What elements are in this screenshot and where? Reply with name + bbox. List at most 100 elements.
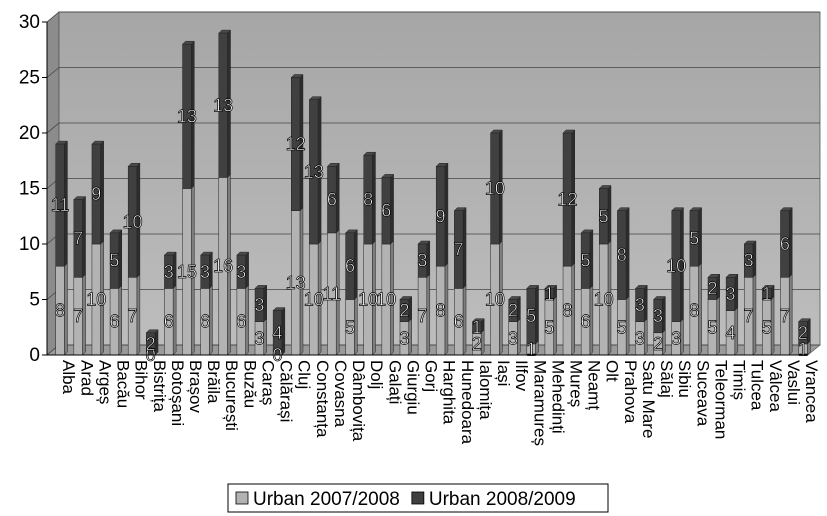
x-tick-label: Teleorman — [711, 360, 730, 439]
legend-swatch — [411, 491, 425, 505]
data-label: 16 — [213, 256, 233, 276]
data-label: 9 — [436, 206, 446, 226]
data-label: 12 — [557, 190, 577, 210]
x-tick-label: Caraș — [258, 360, 277, 405]
bar-segment-urban-2008-2009 — [707, 273, 721, 301]
data-label: 2 — [707, 278, 717, 298]
data-label: 6 — [454, 312, 464, 332]
y-tick-label: 5 — [29, 290, 40, 311]
bar-segment-urban-2008-2009 — [562, 129, 576, 267]
data-label: 3 — [200, 262, 210, 282]
x-tick-label: Satu Mare — [639, 360, 658, 438]
data-label: 5 — [689, 228, 699, 248]
data-label: 11 — [51, 195, 70, 215]
x-tick-label: Gorj — [422, 360, 441, 392]
data-label: 5 — [109, 251, 119, 271]
x-tick-label: Hunedoara — [458, 360, 477, 445]
x-tick-label: Brașov — [186, 360, 205, 413]
bar-segment-urban-2008-2009 — [489, 129, 503, 245]
data-label: 6 — [200, 312, 210, 332]
data-label: 10 — [123, 212, 143, 232]
y-tick-label: 10 — [19, 234, 40, 255]
data-label: 7 — [454, 240, 464, 260]
data-label: 3 — [417, 251, 427, 271]
data-label: 5 — [707, 317, 717, 337]
data-label: 10 — [485, 179, 505, 199]
data-label: 10 — [358, 290, 378, 310]
data-label: 3 — [671, 328, 681, 348]
data-label: 8 — [436, 301, 446, 321]
bar-segment-urban-2008-2009 — [308, 96, 322, 245]
bar-segment-urban-2008-2009 — [526, 284, 540, 345]
data-label: 3 — [164, 262, 174, 282]
x-tick-label: Ialomița — [476, 360, 495, 420]
data-label: 10 — [86, 290, 106, 310]
bar-segment-urban-2008-2009 — [779, 207, 793, 278]
bar-segment-urban-2008-2009 — [345, 229, 358, 301]
data-label: 15 — [177, 262, 197, 282]
y-tick-label: 30 — [19, 12, 40, 33]
bar-segment-urban-2008-2009 — [471, 318, 485, 334]
data-label: 1 — [798, 339, 808, 359]
bar-segment-urban-2008-2009 — [163, 251, 177, 290]
bar-segment-urban-2008-2009 — [580, 229, 594, 290]
data-label: 5 — [617, 317, 627, 337]
bar-segment-urban-2008-2009 — [653, 295, 666, 334]
x-tick-label: Vaslui — [784, 360, 803, 405]
bar-segment-urban-2008-2009 — [634, 284, 648, 323]
x-tick-label: Sălaj — [657, 360, 676, 398]
y-tick-label: 0 — [29, 345, 40, 366]
data-label: 1 — [472, 317, 482, 337]
x-tick-label: Neamț — [585, 360, 604, 410]
gridline-side — [46, 67, 60, 78]
data-label: 3 — [399, 328, 409, 348]
bar-segment-urban-2008-2009 — [417, 240, 431, 278]
data-label: 2 — [508, 301, 518, 321]
y-tick-label: 20 — [19, 123, 40, 144]
bar-segment-urban-2008-2009 — [453, 207, 467, 290]
data-label: 13 — [304, 162, 324, 182]
x-tick-label: Alba — [59, 360, 78, 395]
bar-segment-urban-2008-2009 — [671, 207, 685, 323]
bar-segment-urban-2008-2009 — [73, 195, 87, 278]
data-label: 2 — [472, 334, 482, 354]
data-label: 3 — [635, 328, 645, 348]
x-tick-label: Călărași — [277, 360, 296, 422]
data-label: 5 — [345, 317, 355, 337]
x-tick-label: Iași — [494, 360, 513, 386]
bar-segment-urban-2008-2009 — [290, 73, 304, 212]
data-label: 2 — [399, 301, 409, 321]
bar-segment-urban-2008-2009 — [797, 318, 811, 345]
data-label: 1 — [544, 284, 554, 304]
y-tick-label: 25 — [19, 68, 40, 89]
x-tick-label: Bacău — [114, 360, 133, 408]
bar-segment-urban-2008-2009 — [616, 207, 630, 301]
legend-label: Urban 2007/2008 — [253, 489, 400, 510]
bar-segment-urban-2008-2009 — [399, 295, 413, 323]
data-label: 10 — [594, 290, 614, 310]
data-label: 3 — [635, 295, 645, 315]
data-label: 1 — [762, 284, 772, 304]
legend-swatch — [235, 491, 249, 505]
data-label: 6 — [327, 190, 337, 210]
data-label: 6 — [780, 234, 790, 254]
x-tick-label: Bihor — [132, 360, 151, 400]
bar-segment-urban-2008-2009 — [363, 151, 377, 245]
bar-segment-urban-2008-2009 — [254, 284, 268, 323]
data-label: 10 — [376, 290, 396, 310]
data-label: 8 — [617, 245, 627, 265]
plot-floor — [46, 344, 821, 356]
bar-segment-urban-2008-2009 — [435, 162, 449, 267]
data-label: 13 — [177, 106, 197, 126]
data-label: 8 — [55, 301, 65, 321]
data-label: 6 — [581, 312, 591, 332]
data-label: 3 — [508, 328, 518, 348]
bar-segment-urban-2008-2009 — [55, 140, 69, 267]
bar-segment-urban-2008-2009 — [181, 40, 195, 190]
data-label: 13 — [286, 273, 306, 293]
x-tick-label: Maramureș — [530, 360, 549, 446]
x-tick-label: Prahova — [621, 360, 640, 424]
bar-segment-urban-2008-2009 — [544, 284, 558, 301]
x-tick-label: Arad — [77, 360, 96, 396]
